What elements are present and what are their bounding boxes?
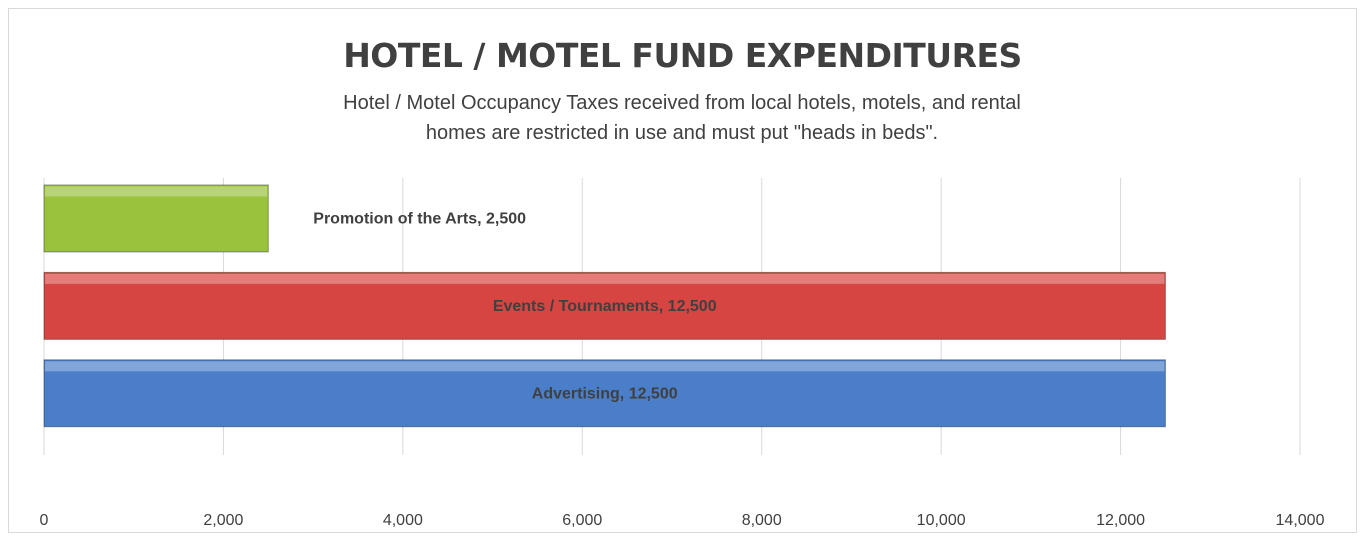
bar [43, 184, 269, 253]
bar-highlight [45, 273, 1165, 284]
x-tick-label: 12,000 [1096, 512, 1145, 529]
x-tick-label: 6,000 [562, 512, 602, 529]
chart-subtitle: Hotel / Motel Occupancy Taxes received f… [343, 92, 1021, 144]
data-label: Promotion of the Arts, 2,500 [313, 211, 526, 228]
x-tick-label: 10,000 [917, 512, 966, 529]
x-tick-label: 2,000 [203, 512, 243, 529]
data-label: Events / Tournaments, 12,500 [493, 298, 717, 315]
bar [43, 359, 1166, 428]
bar-highlight [45, 361, 1165, 372]
x-tick-label: 0 [40, 512, 49, 529]
data-label: Advertising, 12,500 [532, 386, 678, 403]
bar-highlight [45, 186, 268, 197]
x-tick-label: 4,000 [383, 512, 423, 529]
chart-title: HOTEL / MOTEL FUND EXPENDITURES [343, 36, 1022, 75]
chart-border [8, 8, 1357, 533]
x-tick-label: 8,000 [742, 512, 782, 529]
x-tick-label: 14,000 [1276, 512, 1325, 529]
bar [43, 271, 1166, 340]
